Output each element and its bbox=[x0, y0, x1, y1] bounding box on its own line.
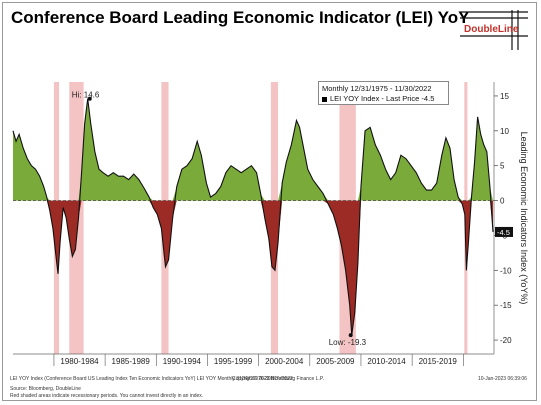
legend-swatch bbox=[322, 96, 327, 102]
legend-label: LEI YOY Index - Last Price -4.5 bbox=[330, 94, 435, 103]
chart-frame bbox=[2, 2, 537, 401]
copyright-note: Copyright© 2023 Bloomberg Finance L.P. bbox=[232, 376, 324, 382]
legend-period: Monthly 12/31/1975 - 11/30/2022 bbox=[322, 84, 432, 93]
y-tick-label-5: -10 bbox=[500, 266, 512, 275]
x-tick-label-0: 1980-1984 bbox=[60, 357, 99, 366]
y-tick-label-1: 10 bbox=[500, 127, 509, 136]
date-stamp: 10-Jan-2023 06:39:06 bbox=[478, 376, 527, 382]
y-axis-title: Leading Economic Indicators Index (YoY%) bbox=[519, 132, 529, 305]
x-tick-label-7: 2015-2019 bbox=[419, 357, 458, 366]
legend-entry: LEI YOY Index - Last Price -4.5 bbox=[322, 94, 445, 104]
series-line bbox=[12, 98, 494, 336]
annotation-label-1: Low: -19.3 bbox=[329, 338, 367, 347]
x-tick-label-1: 1985-1989 bbox=[112, 357, 151, 366]
annotation-marker-0 bbox=[87, 96, 92, 101]
source-note: Source: Bloomberg, DoubleLine bbox=[10, 386, 81, 392]
disclaimer-note: Red shaded areas indicate recessionary p… bbox=[10, 393, 204, 399]
positive-area bbox=[13, 98, 493, 201]
legend-box: Monthly 12/31/1975 - 11/30/2022 LEI YOY … bbox=[318, 81, 449, 105]
series-note: LEI YOY Index (Conference Board US Leadi… bbox=[10, 376, 293, 382]
y-tick-label-2: 5 bbox=[500, 162, 505, 171]
x-tick-label-5: 2005-2009 bbox=[316, 357, 355, 366]
logo-text: DoubleLine bbox=[464, 24, 519, 35]
y-tick-label-3: 0 bbox=[500, 197, 505, 206]
y-tick-label-7: -20 bbox=[500, 336, 512, 345]
negative-area bbox=[13, 200, 493, 336]
x-tick-label-4: 2000-2004 bbox=[265, 357, 304, 366]
y-tick-label-6: -15 bbox=[500, 301, 512, 310]
y-tick-label-0: 15 bbox=[500, 92, 509, 101]
annotation-label-0: Hi: 14.6 bbox=[72, 91, 100, 100]
x-tick-label-6: 2010-2014 bbox=[367, 357, 406, 366]
last-value-tag bbox=[495, 226, 513, 237]
doubleline-logo bbox=[460, 10, 528, 50]
annotation-marker-1 bbox=[348, 333, 353, 338]
x-tick-label-2: 1990-1994 bbox=[163, 357, 202, 366]
chart-title: Conference Board Leading Economic Indica… bbox=[11, 8, 470, 27]
last-value-label: -4.5 bbox=[497, 228, 510, 237]
x-tick-label-3: 1995-1999 bbox=[214, 357, 253, 366]
